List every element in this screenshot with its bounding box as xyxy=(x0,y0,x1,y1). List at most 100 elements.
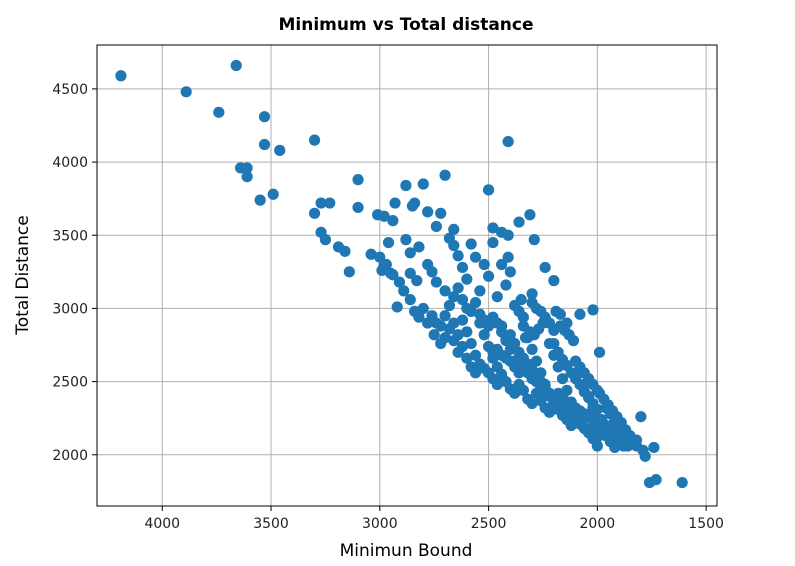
y-tick-label: 4500 xyxy=(52,82,88,98)
scatter-point xyxy=(308,134,321,146)
x-tick-label: 3500 xyxy=(253,516,289,532)
scatter-point xyxy=(267,188,279,200)
scatter-point xyxy=(180,86,192,98)
scatter-point xyxy=(478,258,490,271)
scatter-point xyxy=(487,236,499,249)
scatter-point xyxy=(422,317,434,329)
scatter-point xyxy=(539,261,551,274)
scatter-point xyxy=(241,162,253,174)
scatter-point xyxy=(574,361,586,373)
scatter-point xyxy=(315,197,327,209)
scatter-point xyxy=(382,236,395,249)
scatter-point xyxy=(491,378,503,391)
scatter-point xyxy=(543,406,556,418)
scatter-point xyxy=(500,279,512,291)
scatter-point xyxy=(530,355,543,367)
scatter-point xyxy=(465,305,477,317)
scatter-point xyxy=(509,387,521,399)
scatter-point xyxy=(461,352,473,364)
scatter-point xyxy=(352,201,364,214)
scatter-point xyxy=(591,403,603,416)
scatter-point xyxy=(426,266,438,278)
scatter-point xyxy=(509,337,521,350)
scatter-point xyxy=(452,282,464,294)
scatter-point xyxy=(439,310,451,322)
y-tick-label: 4000 xyxy=(52,155,88,171)
scatter-point xyxy=(258,138,271,151)
scatter-point xyxy=(404,267,416,279)
scatter-point xyxy=(478,362,490,375)
data-points xyxy=(115,59,688,489)
scatter-point xyxy=(482,270,495,282)
scatter-point xyxy=(474,285,486,297)
scatter-point xyxy=(587,304,599,316)
scatter-point xyxy=(448,317,460,329)
scatter-point xyxy=(456,294,469,306)
scatter-point xyxy=(456,340,469,353)
scatter-point xyxy=(439,169,451,181)
scatter-point xyxy=(409,197,421,209)
scatter-point xyxy=(428,329,440,341)
scatter-point xyxy=(519,332,532,344)
x-tick-label: 2000 xyxy=(580,516,616,532)
scatter-point xyxy=(593,346,606,358)
scatter-point xyxy=(502,229,514,241)
scatter-point xyxy=(591,384,603,396)
scatter-point xyxy=(435,337,447,350)
scatter-point xyxy=(478,329,490,341)
x-tick-label: 2500 xyxy=(471,516,507,532)
scatter-point xyxy=(591,440,603,452)
scatter-point xyxy=(469,349,482,361)
scatter-point xyxy=(461,273,473,285)
y-tick-label: 3000 xyxy=(52,301,88,317)
scatter-point xyxy=(258,111,271,123)
scatter-point xyxy=(524,209,536,221)
scatter-point xyxy=(635,411,647,423)
scatter-point xyxy=(435,320,447,332)
grid-lines xyxy=(97,45,717,506)
scatter-point xyxy=(502,251,514,263)
scatter-point xyxy=(526,343,538,356)
scatter-point xyxy=(115,70,127,82)
scatter-point xyxy=(469,251,482,263)
scatter-point xyxy=(491,291,503,303)
scatter-point xyxy=(465,337,477,350)
y-tick-label: 2000 xyxy=(52,448,88,464)
plot-frame xyxy=(96,44,718,507)
scatter-point xyxy=(400,234,412,246)
scatter-point xyxy=(530,302,543,315)
scatter-point xyxy=(241,171,253,183)
y-tick-label: 2500 xyxy=(52,375,88,391)
scatter-point xyxy=(639,450,651,462)
scatter-point xyxy=(254,194,266,206)
scatter-point xyxy=(319,234,332,246)
scatter-point xyxy=(456,314,469,326)
scatter-point xyxy=(387,215,399,227)
scatter-point xyxy=(417,302,429,315)
scatter-point xyxy=(439,285,451,297)
x-tick-label: 4000 xyxy=(144,516,180,532)
scatter-point xyxy=(413,241,425,253)
x-tick-label: 1500 xyxy=(688,516,724,532)
scatter-point xyxy=(411,275,423,287)
scatter-point xyxy=(213,106,225,118)
scatter-point xyxy=(574,308,586,320)
scatter-point xyxy=(504,266,516,278)
scatter-point xyxy=(461,326,473,338)
scatter-point xyxy=(452,250,464,262)
scatter-point xyxy=(343,266,355,278)
scatter-point xyxy=(400,179,412,192)
scatter-point xyxy=(496,258,508,271)
scatter-point xyxy=(630,434,643,446)
scatter-point xyxy=(548,275,560,287)
scatter-point xyxy=(417,178,429,190)
y-axis-label: Total Distance xyxy=(13,215,33,335)
scatter-point xyxy=(548,337,560,350)
scatter-point xyxy=(554,320,566,332)
scatter-point xyxy=(496,326,508,338)
scatter-point xyxy=(482,184,495,196)
scatter-point xyxy=(404,247,416,259)
scatter-point xyxy=(404,294,416,306)
scatter-point xyxy=(430,276,442,288)
scatter-point xyxy=(448,239,460,252)
